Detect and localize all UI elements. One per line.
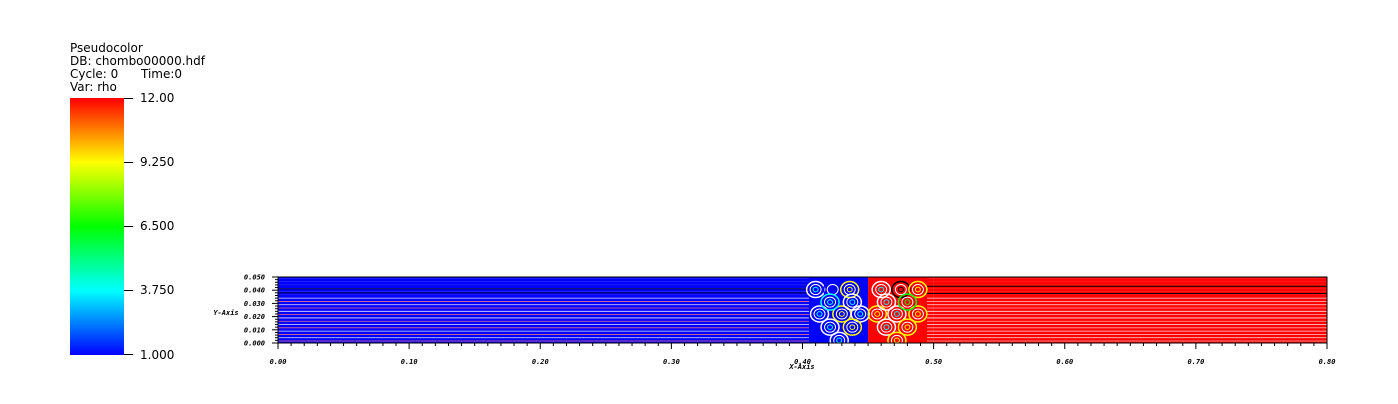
perturbation-contour [824,296,837,308]
legend-time: Time:0 [141,67,183,81]
perturbation-contour [880,321,893,333]
colorbar-label: 6.500 [140,219,175,233]
colorbar-tick [124,226,133,227]
perturbation-contour [893,311,900,317]
perturbation-contour [890,308,903,320]
perturbation-contour [867,305,887,323]
perturbation-contour [824,321,837,333]
y-tick-label: 0.020 [244,313,265,321]
perturbation-contour [914,311,921,317]
perturbation-contour [908,280,928,299]
perturbation-contour [827,299,834,305]
perturbation-contour [846,321,859,333]
perturbation-contour [838,311,845,317]
legend-plot-type: Pseudocolor [70,41,143,55]
perturbation-contour [883,324,890,330]
x-tick-label: 0.00 [270,358,287,366]
perturbation-contour [911,308,924,320]
perturbation-contour [883,299,890,305]
legend-var: Var: rho [70,80,117,94]
perturbation-contour [846,296,859,308]
x-tick-label: 0.70 [1187,358,1204,366]
perturbation-contour [809,305,830,323]
perturbation-contour [887,305,907,323]
perturbation-contour [809,284,822,296]
perturbation-contour [897,286,904,293]
legend-db: DB: chombo00000.hdf [70,54,205,68]
perturbation-contour [887,331,907,343]
perturbation-contour [842,293,863,311]
y-tick-label: 0.010 [244,326,265,334]
perturbation-contour [911,284,924,296]
perturbation-contour [820,293,840,311]
perturbation-contour [816,311,823,317]
perturbation-contour [842,318,863,336]
x-tick-label: 0.80 [1319,358,1336,366]
y-axis-label: Y-Axis [213,309,238,317]
perturbation-contour [829,286,836,293]
x-tick-label: 0.50 [925,358,942,366]
perturbation-contour [897,293,918,311]
perturbation-contour [829,331,849,343]
perturbation-contour [908,305,928,323]
perturbation-contour [827,324,834,330]
perturbation-contour [876,318,897,336]
perturbation-contour [876,293,897,311]
perturbation-contour [875,284,888,296]
colorbar-label: 3.750 [140,283,175,297]
colorbar-tick [124,162,133,163]
x-axis: 0.00 0.10 0.20 0.30 0.40 0.50 0.60 0.70 0.80 [270,343,1336,366]
x-tick-label: 0.60 [1056,358,1073,366]
perturbation-contour [846,286,853,293]
legend-cycle: Cycle: 0 [70,67,119,81]
perturbation-contour [835,308,848,320]
perturbation-contour [857,311,864,317]
colorbar-tick [124,290,133,291]
perturbation-contour [820,318,840,336]
colorbar-label-min: 1.000 [140,348,175,362]
perturbation-contour [901,321,914,333]
perturbation-contour [878,286,885,293]
perturbation-contour [805,280,826,299]
perturbation-contour [871,280,891,299]
perturbation-contour [871,308,884,320]
perturbation-contour [914,286,921,293]
perturbation-contour [901,296,914,308]
x-tick-label: 0.10 [401,358,418,366]
x-tick-label: 0.30 [663,358,680,366]
colorbar [70,98,124,355]
colorbar-label: 9.250 [140,155,175,169]
colorbar-label-max: 12.00 [140,91,175,105]
perturbation-contour [890,334,903,343]
colorbar-tick [124,98,133,99]
y-tick-label: 0.040 [244,287,265,295]
x-tick-label: 0.20 [532,358,549,366]
x-axis-label: X-Axis [788,363,814,371]
perturbation-contour [813,308,826,320]
x-tick-label: 0.40 [794,358,811,366]
pseudocolor-field [278,277,1327,343]
y-tick-label: 0.000 [244,340,265,348]
perturbation-contour [880,296,893,308]
colorbar-tick [124,354,133,355]
perturbation-contour [812,286,819,293]
perturbation-contour [904,299,911,305]
perturbation-contour [849,299,856,305]
perturbation-contour [849,324,856,330]
perturbation-contour [854,308,867,320]
y-tick-label: 0.030 [244,300,265,308]
y-tick-label: 0.050 [244,274,265,282]
perturbation-contour [897,318,918,336]
y-axis: 0.000 0.010 0.020 0.030 0.040 0.050 [244,274,278,348]
field-region [278,277,803,343]
perturbation-contour [904,324,911,330]
perturbation-contour [894,284,907,296]
perturbation-contour [874,311,881,317]
perturbation-contour [833,334,846,343]
field-region [933,277,1327,343]
